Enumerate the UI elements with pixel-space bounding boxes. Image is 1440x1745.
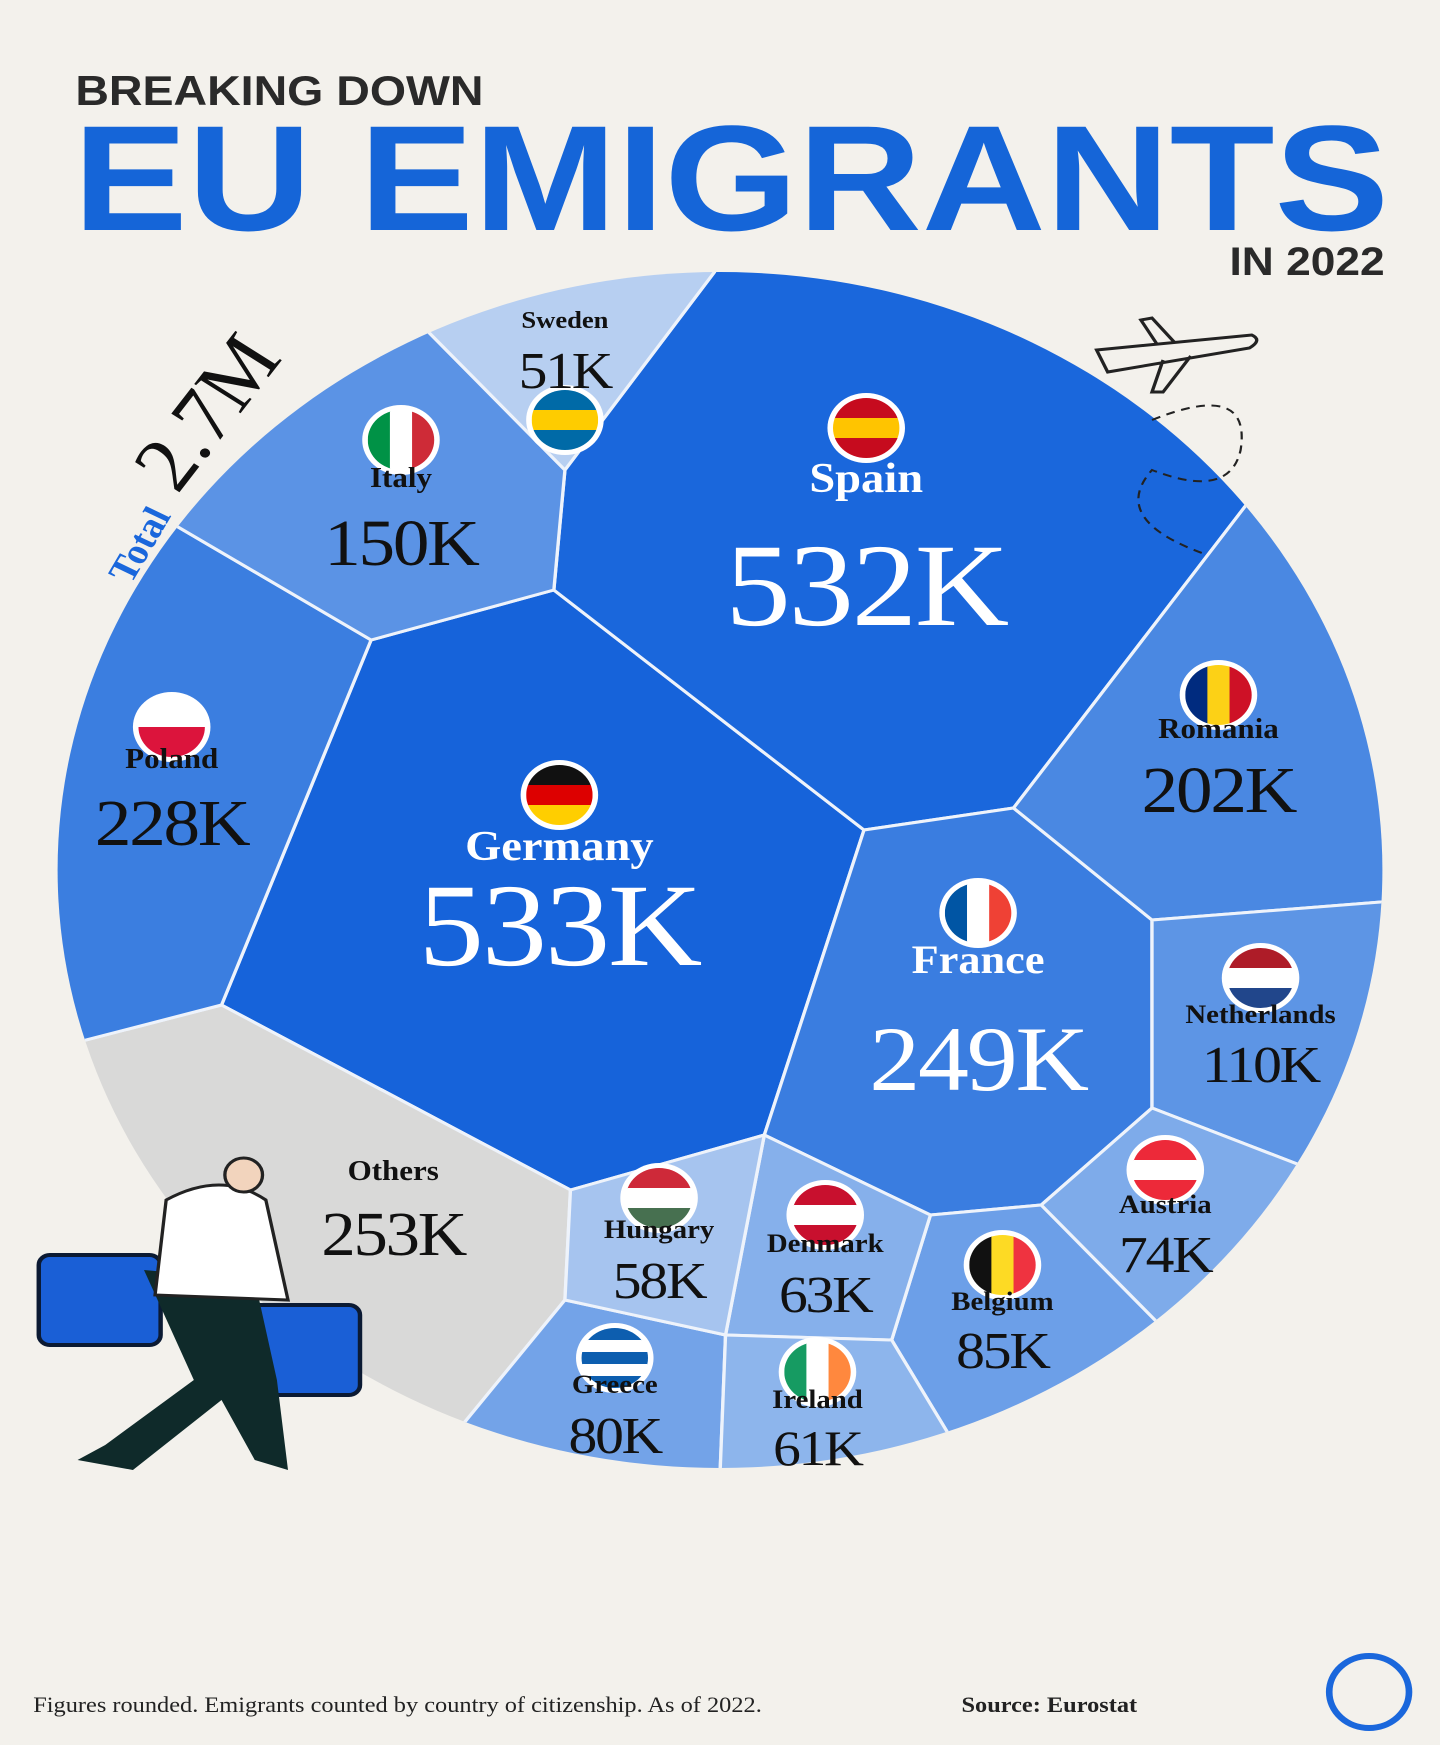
airplane	[1094, 316, 1259, 556]
value-label: 110K	[1202, 1036, 1322, 1094]
flag-stripe	[1229, 665, 1252, 725]
cell-name: Others	[348, 1156, 439, 1186]
flag-stripe	[531, 430, 599, 450]
cell-name: Romania	[1158, 714, 1279, 744]
flag-stripe	[581, 1340, 648, 1353]
cell-name: Poland	[125, 744, 219, 774]
cell-name: Sweden	[521, 307, 608, 334]
logo	[1325, 1653, 1413, 1731]
flag-stripe	[625, 1188, 693, 1209]
value-label: 249K	[869, 1008, 1089, 1110]
flag-stripe	[832, 418, 900, 439]
flag-stripe	[991, 1235, 1015, 1295]
flag-stripe	[989, 883, 1012, 943]
flag-stripe	[792, 1225, 859, 1245]
flag-stripe	[1227, 948, 1294, 969]
flag	[827, 393, 905, 463]
flag-stripe	[792, 1205, 859, 1226]
value-label: 63K	[779, 1266, 874, 1324]
value-label: 58K	[613, 1252, 708, 1310]
flag-stripe	[1132, 1160, 1199, 1181]
cell-name: Spain	[809, 455, 923, 501]
flag-stripe	[1227, 968, 1294, 989]
value-label: 150K	[324, 507, 479, 580]
flag	[362, 405, 440, 475]
flag-stripe	[581, 1364, 648, 1377]
cell-name: France	[912, 938, 1045, 983]
cell-name: Ireland	[772, 1385, 863, 1413]
value-label: 228K	[95, 787, 250, 860]
cell-name: Hungary	[604, 1215, 715, 1243]
flag-stripe	[367, 410, 391, 470]
value-label: 253K	[321, 1201, 467, 1269]
flag-stripe	[1132, 1140, 1199, 1161]
flag-stripe	[1207, 665, 1231, 725]
flag-stripe	[832, 398, 900, 419]
cell-name: Greece	[572, 1370, 658, 1398]
flag	[778, 1337, 857, 1407]
flag-stripe	[792, 1185, 859, 1206]
flag-stripe	[625, 1168, 693, 1189]
flag	[132, 692, 211, 762]
value-label: 51K	[519, 342, 614, 400]
flag-stripe	[412, 410, 435, 470]
flag-stripe	[969, 1235, 992, 1295]
chart-title: EU EMIGRANTS	[73, 94, 1389, 262]
value-label: 74K	[1119, 1226, 1214, 1284]
traveler	[36, 1156, 363, 1470]
flag	[520, 760, 599, 830]
kicker: BREAKING DOWN	[75, 68, 483, 114]
flag-stripe	[1013, 1235, 1036, 1295]
cell-name: Germany	[465, 823, 654, 869]
flag-stripe	[1185, 665, 1208, 725]
cell-name: Denmark	[767, 1229, 885, 1257]
flag-stripe	[531, 410, 599, 431]
value-label: 80K	[568, 1407, 663, 1465]
flag-stripe	[1132, 1180, 1199, 1200]
flag	[1126, 1135, 1205, 1205]
cell-name: Austria	[1119, 1190, 1212, 1218]
flag-stripe	[1227, 988, 1294, 1008]
flag-stripe	[806, 1342, 830, 1402]
cell-name: Netherlands	[1185, 1000, 1335, 1028]
flag	[1179, 660, 1258, 730]
cell-name: Belgium	[951, 1287, 1054, 1315]
flag-stripe	[784, 1342, 807, 1402]
flag	[620, 1163, 698, 1233]
flag-stripe	[389, 410, 413, 470]
flag-stripe	[581, 1352, 648, 1365]
flag-stripe	[531, 390, 599, 411]
value-label: 61K	[773, 1421, 864, 1476]
source: Source: Eurostat	[961, 1693, 1137, 1718]
footnote: Figures rounded. Emigrants counted by co…	[33, 1693, 762, 1718]
flag-stripe	[526, 785, 593, 806]
value-label: 85K	[956, 1322, 1051, 1380]
flag-stripe	[526, 765, 593, 786]
flag-stripe	[832, 438, 900, 458]
value-label: 202K	[1142, 754, 1297, 827]
subtitle: IN 2022	[1230, 239, 1385, 284]
flag	[526, 385, 604, 455]
flag	[576, 1323, 654, 1393]
cell	[563, 1132, 767, 1337]
cell-name: Italy	[370, 463, 432, 493]
value-label: 532K	[725, 520, 1008, 651]
flag-stripe	[967, 883, 990, 943]
flag	[963, 1230, 1042, 1300]
flag-stripe	[828, 1342, 851, 1402]
flag	[939, 878, 1017, 948]
flag-stripe	[526, 805, 593, 825]
flag-stripe	[944, 883, 968, 943]
flag	[1221, 943, 1300, 1013]
flag	[786, 1180, 864, 1250]
flag-stripe	[625, 1208, 693, 1228]
value-label: 533K	[419, 860, 702, 991]
